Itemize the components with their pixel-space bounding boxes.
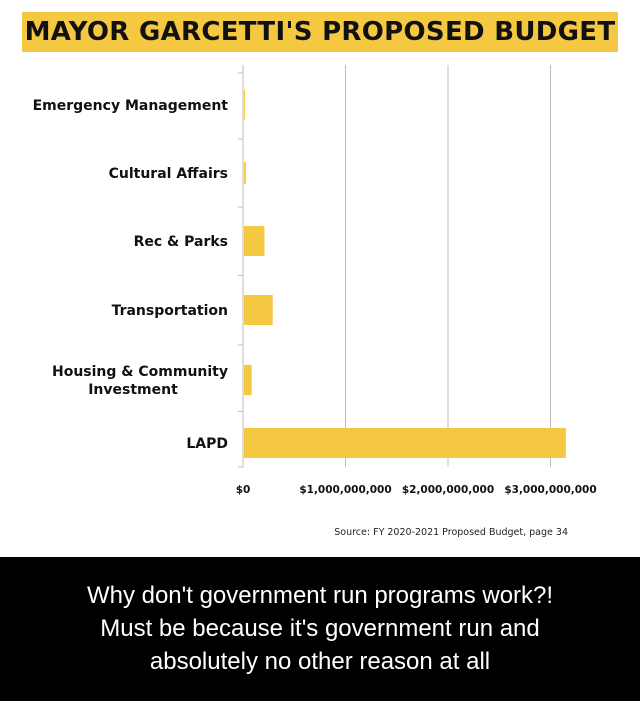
y-axis bbox=[238, 65, 244, 468]
bar-2 bbox=[244, 226, 265, 256]
tick-labels: $0 $1,000,000,000 $2,000,000,000 $3,000,000… bbox=[236, 484, 597, 496]
bar-chart: Emergency Management Cultural Affairs Rec … bbox=[33, 65, 597, 496]
category-labels: Emergency Management Cultural Affairs Rec … bbox=[33, 98, 229, 452]
category-label: Housing & Community bbox=[52, 364, 228, 380]
chart-title: MAYOR GARCETTI'S PROPOSED BUDGET bbox=[24, 17, 616, 47]
x-tick-label: $1,000,000,000 bbox=[299, 484, 391, 496]
bar-4 bbox=[244, 365, 252, 395]
source-note: Source: FY 2020-2021 Proposed Budget, pa… bbox=[334, 527, 568, 538]
category-label: Transportation bbox=[112, 303, 228, 319]
bar-3 bbox=[244, 295, 273, 325]
category-label: Investment bbox=[88, 382, 178, 398]
title-banner: MAYOR GARCETTI'S PROPOSED BUDGET bbox=[22, 12, 618, 52]
bar-0 bbox=[244, 90, 245, 120]
caption-line-2: Must be because it's government run and bbox=[100, 614, 540, 642]
meme-caption: Why don't government run programs work?!… bbox=[0, 563, 640, 693]
category-label: Rec & Parks bbox=[134, 234, 228, 250]
caption-line-1: Why don't government run programs work?! bbox=[86, 581, 554, 609]
x-tick-label: $3,000,000,000 bbox=[504, 484, 596, 496]
caption-line-3: absolutely no other reason at all bbox=[149, 647, 491, 675]
chart-panel: MAYOR GARCETTI'S PROPOSED BUDGET Emergen… bbox=[0, 0, 640, 557]
bar-1 bbox=[244, 162, 246, 184]
bars bbox=[244, 90, 566, 458]
x-tick-label: $0 bbox=[236, 484, 251, 496]
category-label: LAPD bbox=[186, 436, 228, 452]
x-tick-label: $2,000,000,000 bbox=[402, 484, 494, 496]
category-label: Cultural Affairs bbox=[109, 166, 228, 182]
category-label: Emergency Management bbox=[33, 98, 229, 114]
gridlines bbox=[345, 65, 551, 467]
bar-5 bbox=[244, 428, 566, 458]
